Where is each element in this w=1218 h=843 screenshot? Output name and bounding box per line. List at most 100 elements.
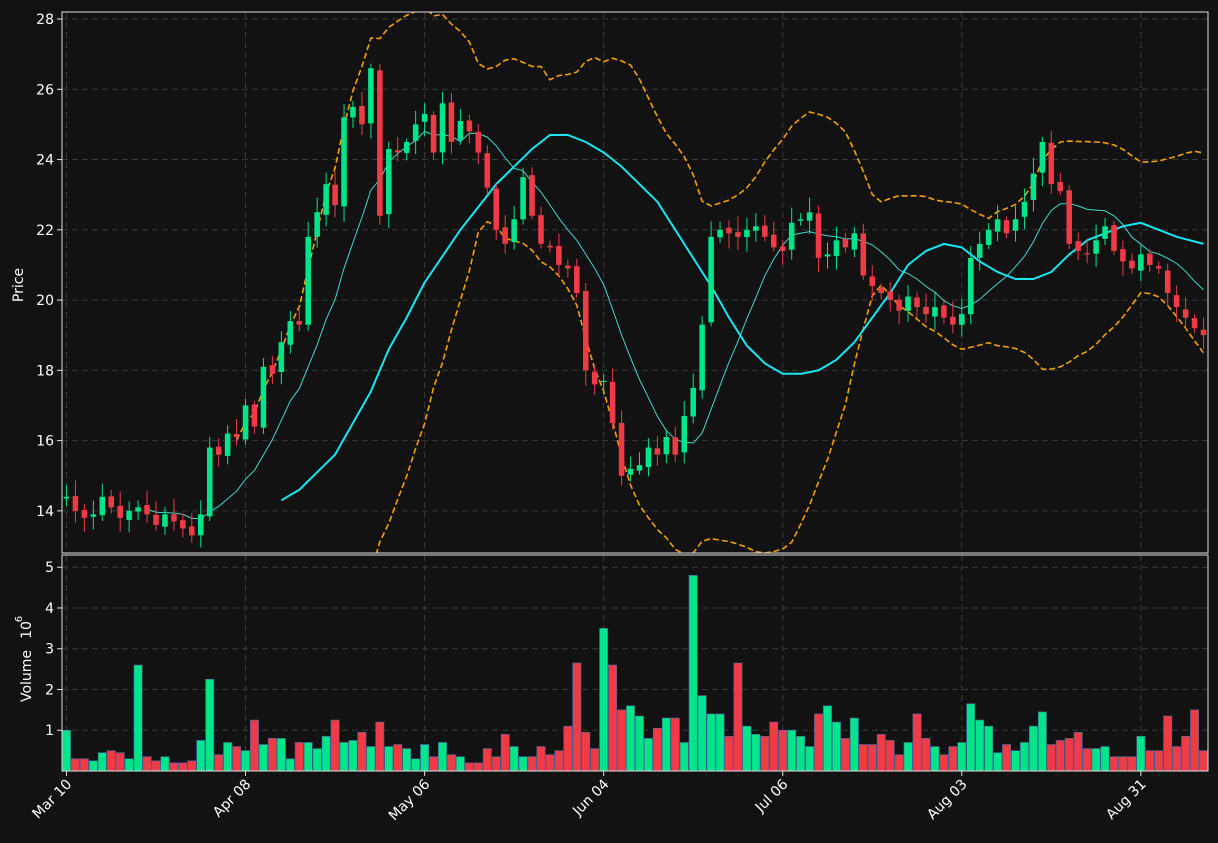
candle-body (135, 507, 141, 512)
candle-body (959, 314, 965, 325)
volume-bar (491, 756, 501, 772)
candle-body (869, 276, 876, 287)
volume-bar (1037, 711, 1047, 772)
volume-bar (276, 738, 286, 772)
candle-body (1084, 253, 1090, 255)
candle-body (90, 514, 97, 517)
volume-bar (411, 758, 421, 772)
volume-bar (921, 738, 931, 772)
candle-body (421, 113, 428, 122)
candle-body (762, 225, 768, 237)
candle-body (81, 509, 88, 518)
volume-bar (223, 742, 233, 772)
volume-bar (876, 734, 886, 772)
candle-body (1173, 295, 1180, 308)
lower-band-line (375, 220, 1205, 553)
candle-body (1039, 141, 1046, 173)
volume-bar (545, 754, 555, 772)
volume-bar (1181, 736, 1191, 772)
volume-bar (455, 756, 465, 772)
candle-body (63, 496, 70, 499)
volume-bar (975, 719, 985, 772)
volume-bar (509, 746, 519, 772)
candle-body (314, 212, 320, 237)
volume-bar (930, 746, 940, 772)
candle-body (824, 254, 831, 257)
candle-body (1021, 201, 1028, 217)
volume-bar (393, 744, 403, 772)
volume-bar (787, 729, 797, 772)
volume-bar (706, 713, 716, 772)
candle-body (171, 514, 177, 522)
volume-tick-label: 2 (45, 682, 54, 698)
volume-bar (1172, 746, 1182, 772)
candle-body (1200, 329, 1207, 336)
volume-bar (858, 744, 868, 772)
volume-bar (1190, 709, 1199, 772)
volume-bar (321, 736, 331, 772)
volume-bar (1136, 736, 1146, 772)
candle-body (323, 184, 329, 215)
price-tick-label: 16 (36, 434, 54, 450)
volume-bar (438, 742, 447, 772)
volume-bar (867, 744, 877, 772)
candle-body (1191, 318, 1198, 329)
price-tick-label: 28 (36, 12, 54, 28)
candle-body (144, 505, 150, 515)
volume-bar (1154, 750, 1164, 772)
candle-body (457, 120, 464, 140)
volume-bar (617, 709, 626, 772)
candle-body (1155, 266, 1162, 269)
candle-body (914, 297, 920, 308)
volume-bar (312, 748, 322, 772)
candle-body (269, 365, 276, 374)
candles (63, 63, 1207, 548)
candle-body (618, 422, 625, 476)
candle-body (305, 236, 311, 325)
candle-body (770, 234, 777, 248)
price-tick-label: 24 (36, 153, 54, 169)
volume-bar (205, 679, 215, 772)
candle-body (976, 243, 983, 258)
volume-axis-label: Volume (19, 650, 35, 702)
volume-exponent-base: 10 (19, 621, 35, 639)
candle-body (797, 219, 804, 221)
volume-bar (644, 738, 653, 772)
volume-bar (1127, 756, 1137, 772)
candle-body (287, 321, 294, 345)
volume-bar (285, 758, 295, 772)
volume-bar (1046, 744, 1056, 772)
volume-bar (133, 664, 143, 772)
volume-bar (1055, 740, 1065, 772)
volume-bar (1064, 738, 1074, 772)
volume-bar (375, 721, 385, 772)
candle-body (967, 257, 974, 315)
candle-body (1093, 240, 1099, 254)
volume-bar (187, 760, 197, 772)
volume-bar (572, 662, 582, 772)
price-tick-label: 18 (36, 363, 54, 379)
volume-bar (1118, 756, 1128, 772)
candle-body (663, 437, 670, 455)
volume-bar (724, 736, 734, 772)
volume-bar (106, 750, 116, 772)
candle-body (359, 105, 365, 125)
candle-body (815, 213, 822, 258)
volume-bar (518, 756, 528, 772)
volume-bar (447, 754, 456, 772)
volume-bar (348, 740, 358, 772)
candle-body (197, 514, 204, 536)
candle-body (332, 184, 338, 206)
candle-body (1182, 309, 1189, 318)
volume-bar (661, 717, 671, 772)
candle-body (645, 447, 652, 468)
volume-bar (626, 705, 635, 772)
candle-body (350, 106, 356, 118)
candle-body (1030, 173, 1037, 200)
candle-body (905, 296, 911, 311)
candle-body (1048, 142, 1055, 185)
volume-bar (1100, 746, 1110, 772)
volume-bar (1091, 748, 1101, 772)
candle-body (753, 226, 759, 231)
